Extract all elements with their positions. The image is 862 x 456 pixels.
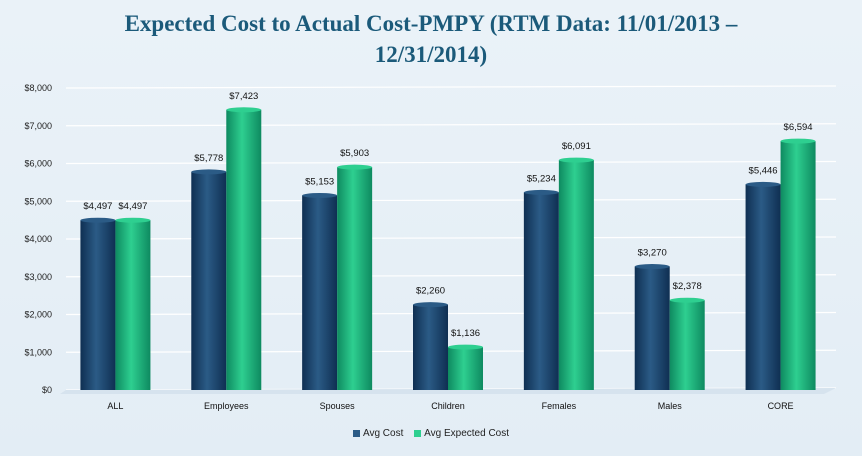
x-tick-label: CORE [768, 401, 794, 411]
y-tick-label: $8,000 [24, 83, 52, 93]
bar-avg-expected-cost-spouses [337, 167, 373, 390]
legend-swatch-avg-expected-cost [414, 430, 422, 437]
y-tick-label: $7,000 [24, 121, 52, 131]
bar-avg-cost-children [413, 304, 448, 390]
data-label: $5,446 [749, 165, 778, 176]
chart-legend: Avg Cost Avg Expected Cost [0, 428, 862, 440]
bar-avg-cost-females [523, 192, 559, 390]
data-label: $3,270 [638, 248, 667, 259]
bar-top [558, 157, 594, 163]
bar-avg-cost-core [745, 184, 781, 390]
bar-avg-cost-males [634, 266, 670, 390]
bar-top [191, 169, 227, 175]
y-tick-label: $2,000 [24, 310, 52, 320]
bar-top [302, 192, 338, 198]
data-label: $5,903 [340, 148, 369, 159]
x-tick-label: Children [431, 401, 465, 411]
gridline [65, 85, 837, 89]
bar-top [413, 302, 448, 308]
data-label: $6,594 [784, 122, 813, 133]
gridline [65, 198, 837, 202]
bar-avg-expected-cost-core [780, 141, 816, 390]
bar-avg-cost-employees [191, 171, 227, 390]
data-label: $6,091 [562, 141, 591, 152]
gridline [65, 160, 837, 165]
bar-top [337, 164, 373, 170]
chart-title: Expected Cost to Actual Cost-PMPY (RTM D… [0, 8, 862, 70]
data-label: $4,497 [118, 201, 147, 212]
data-label: $5,778 [194, 153, 223, 164]
bar-top [115, 217, 151, 223]
data-label: $5,234 [527, 173, 556, 184]
legend-item-avg-expected-cost: Avg Expected Cost [414, 428, 509, 439]
data-label: $1,136 [451, 328, 480, 339]
x-tick-label: Females [542, 401, 577, 411]
gridline [65, 274, 837, 278]
bar-avg-expected-cost-all [115, 220, 151, 390]
legend-label-avg-cost: Avg Cost [362, 428, 404, 439]
data-label: $7,423 [229, 91, 258, 102]
bar-top [523, 189, 559, 195]
chart-title-line-2: 12/31/2014) [374, 42, 488, 67]
y-tick-label: $3,000 [24, 272, 52, 282]
bar-avg-expected-cost-employees [226, 109, 262, 391]
bar-top [80, 217, 116, 223]
bar-top [745, 181, 781, 187]
data-label: $2,378 [673, 281, 702, 292]
chart-title-line-1: Expected Cost to Actual Cost-PMPY (RTM D… [124, 11, 738, 36]
y-tick-label: $5,000 [24, 196, 52, 206]
x-tick-label: Spouses [320, 401, 356, 411]
bar-avg-expected-cost-males [669, 300, 705, 390]
bar-top [669, 297, 705, 303]
data-label: $5,153 [305, 176, 334, 187]
legend-item-avg-cost: Avg Cost [352, 428, 404, 439]
y-tick-label: $6,000 [24, 159, 52, 169]
y-tick-label: $4,000 [24, 234, 52, 244]
bar-avg-cost-all [80, 220, 116, 390]
x-tick-label: Employees [204, 401, 249, 411]
gridline [65, 236, 837, 240]
bar-avg-cost-spouses [302, 195, 338, 390]
x-tick-label: ALL [107, 401, 123, 411]
data-label: $2,260 [416, 286, 445, 297]
gridline [65, 123, 837, 127]
legend-label-avg-expected-cost: Avg Expected Cost [424, 428, 510, 439]
legend-swatch-avg-cost [352, 430, 360, 437]
bar-top [780, 138, 816, 144]
y-tick-label: $1,000 [24, 347, 52, 357]
data-label: $4,497 [83, 201, 112, 212]
gridline [65, 311, 837, 316]
bar-top [226, 107, 262, 113]
y-tick-label: $0 [42, 385, 52, 395]
x-tick-label: Males [658, 401, 683, 411]
bar-avg-expected-cost-children [448, 347, 483, 390]
bar-top [634, 264, 670, 270]
bar-top [448, 344, 483, 350]
bar-avg-expected-cost-females [558, 160, 594, 390]
